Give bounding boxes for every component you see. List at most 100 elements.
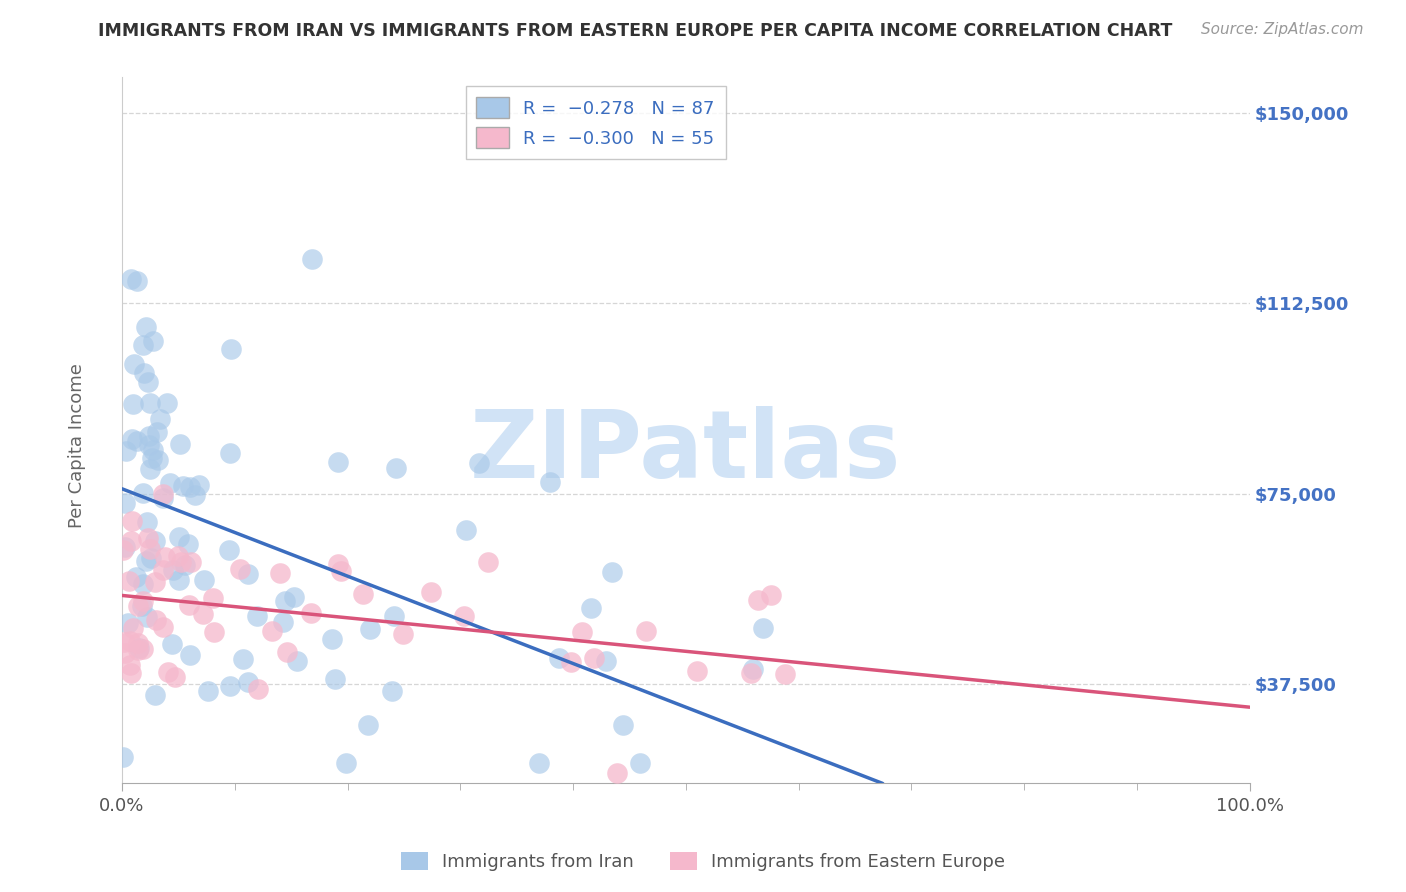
Point (188, 478, 211, 492)
Point (145, 613, 167, 627)
Point (477, 555, 499, 569)
Point (285, 654, 308, 668)
Point (740, 665, 762, 680)
Point (120, 665, 142, 680)
Point (139, 396, 162, 410)
Point (326, 557, 349, 571)
Point (132, 486, 155, 500)
Point (219, 679, 242, 693)
Point (173, 558, 195, 572)
Point (236, 675, 259, 690)
Point (142, 334, 165, 348)
Point (118, 574, 141, 588)
Point (547, 650, 569, 665)
Point (538, 475, 561, 489)
Point (385, 461, 408, 475)
Point (132, 338, 155, 352)
Point (571, 625, 593, 640)
Point (454, 523, 477, 537)
Point (135, 554, 157, 568)
Point (301, 252, 323, 267)
Point (191, 607, 214, 621)
Point (269, 566, 291, 580)
Point (135, 320, 157, 334)
Point (122, 358, 145, 372)
Text: Source: ZipAtlas.com: Source: ZipAtlas.com (1201, 22, 1364, 37)
Point (118, 657, 141, 672)
Point (352, 587, 374, 601)
Point (146, 425, 169, 439)
Point (159, 476, 181, 491)
Point (141, 551, 163, 566)
Point (160, 637, 183, 651)
Point (141, 451, 163, 466)
Point (149, 412, 172, 426)
Point (139, 462, 162, 476)
Point (180, 555, 202, 569)
Point (218, 543, 240, 558)
Point (156, 396, 179, 410)
Point (177, 537, 200, 551)
Point (120, 533, 142, 548)
Point (138, 429, 160, 443)
Point (169, 573, 191, 587)
Point (131, 599, 153, 613)
Text: Per Capita Income: Per Capita Income (69, 364, 86, 528)
Point (135, 610, 157, 624)
Point (112, 749, 135, 764)
Point (136, 531, 159, 545)
Point (752, 621, 775, 635)
Point (246, 609, 269, 624)
Point (467, 456, 489, 470)
Point (152, 491, 174, 505)
Point (120, 272, 142, 286)
Point (157, 665, 180, 679)
Point (132, 641, 155, 656)
Point (236, 566, 259, 581)
Point (131, 594, 153, 608)
Point (335, 756, 357, 770)
Point (560, 655, 582, 669)
Point (299, 606, 322, 620)
Point (419, 585, 441, 599)
Point (382, 609, 405, 624)
Point (114, 540, 136, 554)
Text: ZIPatlas: ZIPatlas (470, 406, 901, 498)
Point (136, 515, 159, 529)
Point (121, 621, 143, 635)
Point (132, 366, 155, 380)
Point (131, 576, 153, 591)
Point (453, 609, 475, 624)
Point (283, 591, 305, 605)
Point (179, 480, 201, 494)
Point (325, 672, 347, 686)
Point (606, 766, 628, 780)
Point (391, 627, 413, 641)
Point (125, 434, 148, 448)
Point (229, 562, 252, 576)
Point (246, 682, 269, 697)
Point (114, 443, 136, 458)
Point (321, 632, 343, 646)
Point (146, 453, 169, 467)
Point (219, 446, 242, 460)
Point (232, 652, 254, 666)
Point (169, 436, 191, 450)
Point (142, 443, 165, 458)
Point (138, 438, 160, 452)
Point (152, 563, 174, 577)
Point (177, 598, 200, 612)
Point (125, 570, 148, 584)
Point (330, 564, 353, 578)
Point (583, 651, 606, 665)
Point (380, 684, 402, 698)
Point (118, 634, 141, 648)
Point (357, 718, 380, 732)
Point (773, 667, 796, 681)
Point (167, 530, 190, 544)
Point (136, 376, 159, 390)
Point (128, 641, 150, 656)
Point (600, 566, 623, 580)
Point (145, 688, 167, 702)
Point (127, 599, 149, 613)
